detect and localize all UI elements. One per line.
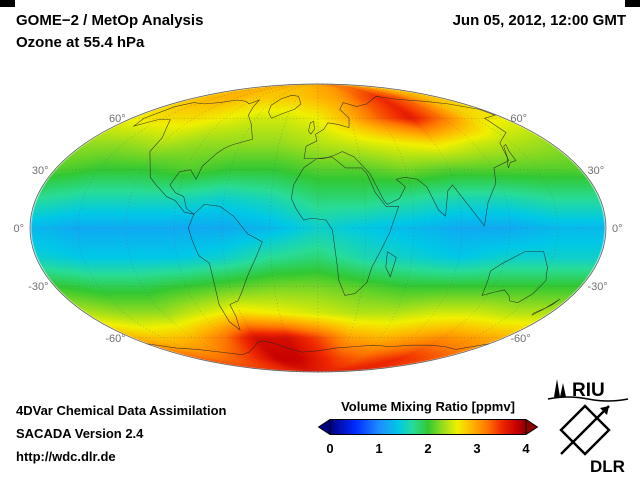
corner-mark-right — [625, 0, 640, 7]
credits-line-version: SACADA Version 2.4 — [16, 426, 144, 441]
colorbar-canvas — [318, 419, 538, 435]
world-map-canvas — [0, 78, 640, 378]
page-subtitle: Ozone at 55.4 hPa — [16, 34, 145, 51]
page-title: GOME−2 / MetOp Analysis — [16, 12, 204, 29]
colorbar-tick: 1 — [375, 441, 383, 456]
riu-logo-text: RIU — [572, 380, 605, 401]
credits-line-url: http://wdc.dlr.de — [16, 449, 116, 464]
credits-line-assimilation: 4DVar Chemical Data Assimilation — [16, 403, 227, 418]
riu-wave-line — [547, 396, 629, 402]
colorbar-tick: 2 — [424, 441, 432, 456]
colorbar-tick: 3 — [473, 441, 481, 456]
dlr-logo-text: DLR — [590, 457, 625, 476]
colorbar-tick: 4 — [522, 441, 530, 456]
colorbar-tick: 0 — [326, 441, 334, 456]
colorbar-title: Volume Mixing Ratio [ppmv] — [341, 399, 515, 414]
timestamp: Jun 05, 2012, 12:00 GMT — [452, 12, 626, 29]
riu-logo: RIU — [547, 379, 629, 402]
riu-cathedral-icon — [554, 379, 566, 397]
dlr-logo: DLR — [559, 404, 625, 476]
corner-mark-left — [0, 0, 15, 7]
credits-block: 4DVar Chemical Data Assimilation SACADA … — [16, 399, 227, 468]
dlr-diamond-icon — [559, 404, 611, 456]
